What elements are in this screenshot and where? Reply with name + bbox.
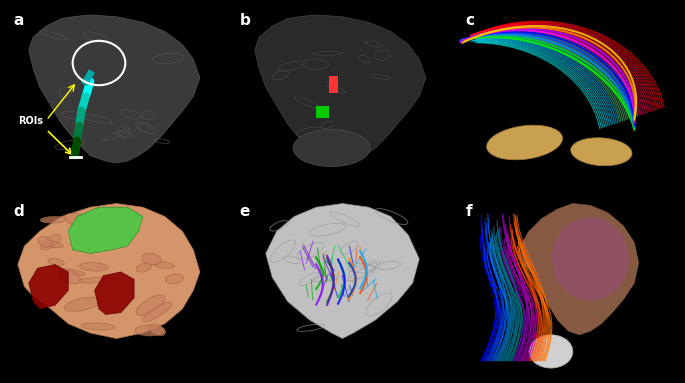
Polygon shape	[255, 15, 426, 163]
Ellipse shape	[64, 297, 101, 311]
Ellipse shape	[529, 335, 573, 368]
Ellipse shape	[79, 263, 108, 271]
Ellipse shape	[142, 253, 161, 265]
Polygon shape	[18, 203, 200, 339]
Ellipse shape	[58, 268, 85, 275]
Ellipse shape	[142, 302, 172, 322]
Polygon shape	[95, 272, 134, 314]
Ellipse shape	[571, 138, 632, 166]
Ellipse shape	[136, 295, 165, 316]
Ellipse shape	[136, 263, 151, 272]
Ellipse shape	[552, 218, 629, 301]
Text: c: c	[465, 13, 474, 28]
Polygon shape	[520, 203, 638, 335]
Ellipse shape	[40, 234, 61, 250]
Ellipse shape	[165, 274, 184, 284]
Polygon shape	[29, 265, 68, 309]
Text: b: b	[239, 13, 250, 28]
Ellipse shape	[486, 125, 562, 160]
Ellipse shape	[153, 262, 174, 268]
Ellipse shape	[79, 278, 105, 283]
Ellipse shape	[81, 323, 115, 330]
Ellipse shape	[135, 325, 164, 336]
Text: f: f	[465, 203, 472, 219]
Ellipse shape	[293, 129, 370, 167]
Text: ROIs: ROIs	[18, 116, 43, 126]
Ellipse shape	[149, 324, 166, 336]
Ellipse shape	[65, 213, 96, 229]
Text: e: e	[239, 203, 250, 219]
Ellipse shape	[44, 241, 63, 248]
Text: d: d	[14, 203, 24, 219]
Polygon shape	[29, 15, 200, 163]
Bar	[329, 76, 338, 93]
Text: a: a	[14, 13, 24, 28]
Ellipse shape	[58, 270, 81, 284]
Polygon shape	[68, 207, 143, 254]
Ellipse shape	[40, 216, 66, 223]
Polygon shape	[266, 203, 419, 339]
Bar	[316, 106, 329, 118]
Ellipse shape	[48, 259, 64, 266]
Ellipse shape	[38, 236, 52, 248]
